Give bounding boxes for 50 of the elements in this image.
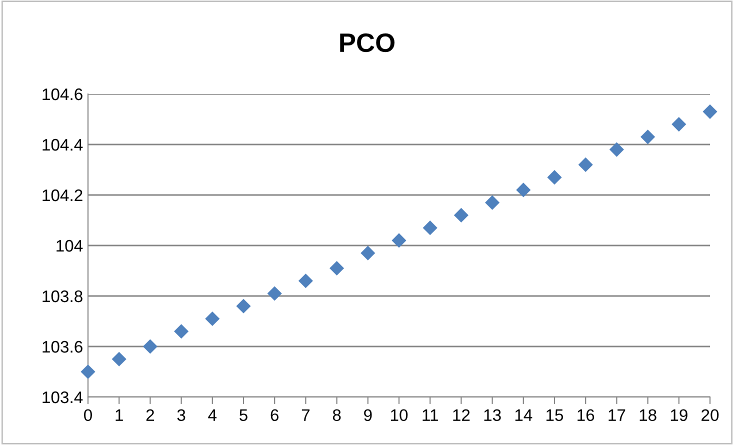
point: [392, 233, 406, 248]
point: [702, 104, 718, 119]
x-tick-label: 14: [515, 409, 532, 421]
point: [547, 170, 562, 185]
chart-title: PCO: [340, 33, 394, 52]
x-tick-label: 19: [670, 409, 688, 422]
point: [422, 220, 438, 236]
point: [640, 130, 656, 144]
point: [174, 324, 189, 339]
x-tick-label: 13: [484, 409, 501, 422]
x-tick-label: 9: [364, 409, 372, 422]
point: [267, 286, 282, 301]
point: [672, 117, 686, 132]
y-tick-label: 104: [56, 240, 83, 252]
point: [578, 157, 593, 172]
x-tick-label: 1: [116, 409, 123, 421]
y-tick-label: 103.8: [42, 290, 82, 302]
x-tick-label: 10: [391, 409, 408, 422]
point: [112, 352, 126, 366]
x-tick-label: 12: [453, 409, 470, 421]
point: [205, 311, 220, 326]
x-tick-label: 15: [546, 409, 564, 422]
y-tick-label: 104.2: [42, 189, 82, 202]
x-tick-label: 5: [240, 409, 248, 422]
point: [298, 274, 313, 288]
x-tick-label: 18: [640, 409, 656, 422]
x-tick-label: 8: [332, 409, 341, 422]
x-tick-label: 3: [177, 409, 186, 422]
y-tick-label: 103.6: [42, 340, 82, 353]
x-tick-label: 20: [702, 409, 719, 422]
x-tick-label: 11: [422, 409, 438, 421]
point: [454, 208, 468, 222]
point: [516, 182, 531, 198]
point: [609, 142, 624, 157]
x-tick-label: 7: [302, 409, 310, 421]
x-tick-label: 16: [578, 409, 594, 422]
point: [80, 364, 96, 380]
x-tick-label: 0: [84, 409, 92, 422]
x-tick-label: 6: [270, 409, 278, 422]
point: [360, 246, 376, 260]
point: [485, 195, 500, 210]
point: [142, 339, 158, 354]
y-tick-label: 103.4: [42, 391, 83, 404]
point: [236, 298, 251, 314]
point: [330, 260, 344, 276]
x-tick-label: 4: [208, 409, 217, 421]
x-tick-label: 2: [146, 409, 154, 421]
x-tick-label: 17: [608, 409, 626, 421]
y-tick-label: 104.4: [42, 138, 83, 151]
y-tick-label: 104.6: [42, 88, 82, 100]
